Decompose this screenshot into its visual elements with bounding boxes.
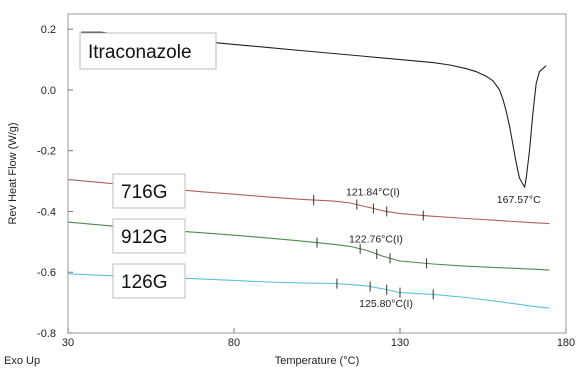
series-line-itraconazole [81,31,547,188]
annotation-label: 167.57°C [497,194,541,206]
x-tick-label: 130 [391,337,409,349]
series-label-716g: 716G [112,173,186,209]
series-labels: Itraconazole 716G 912G 126G [79,32,217,299]
x-tick-label: 30 [62,337,74,349]
annotation-label: 121.84°C(I) [346,186,400,198]
x-tick-label: 80 [228,337,240,349]
y-axis-title: Rev Heat Flow (W/g) [7,122,19,224]
y-tick-label: -0.6 [37,267,56,279]
series-label-126g: 126G [112,263,186,299]
series-label-912g: 912G [112,218,186,254]
series-label-text: 912G [121,227,167,248]
series-label-text: 716G [121,182,167,203]
series-label-box [112,218,186,254]
series-label-box [79,32,217,70]
y-tick-label: 0.2 [41,24,56,36]
axes: 30 80 130 180 0.2 0.0 -0.2 -0.4 -0.6 -0.8 Temperat… [4,13,575,367]
series-label-text: 126G [121,272,167,293]
exo-up-label: Exo Up [4,355,40,367]
annotations: 167.57°C 121.84°C(I) 122.76°C(I) 125.80°C(I… [346,186,541,310]
y-tick-label: -0.4 [37,206,56,218]
series-label-box [112,263,186,299]
series-label-box [112,173,186,209]
y-tick-label: -0.2 [37,146,56,158]
annotation-label: 122.76°C(I) [349,233,403,245]
annotation-label: 125.80°C(I) [359,298,413,310]
x-tick-label: 180 [557,337,575,349]
series-label-text: Itraconazole [88,42,192,63]
y-tick-label: -0.8 [37,328,56,340]
transition-markers [313,195,434,300]
y-tick-label: 0.0 [41,85,56,97]
x-axis-title: Temperature (°C) [275,355,359,367]
series-label-itraconazole: Itraconazole [79,32,217,70]
plot-frame [67,13,567,334]
